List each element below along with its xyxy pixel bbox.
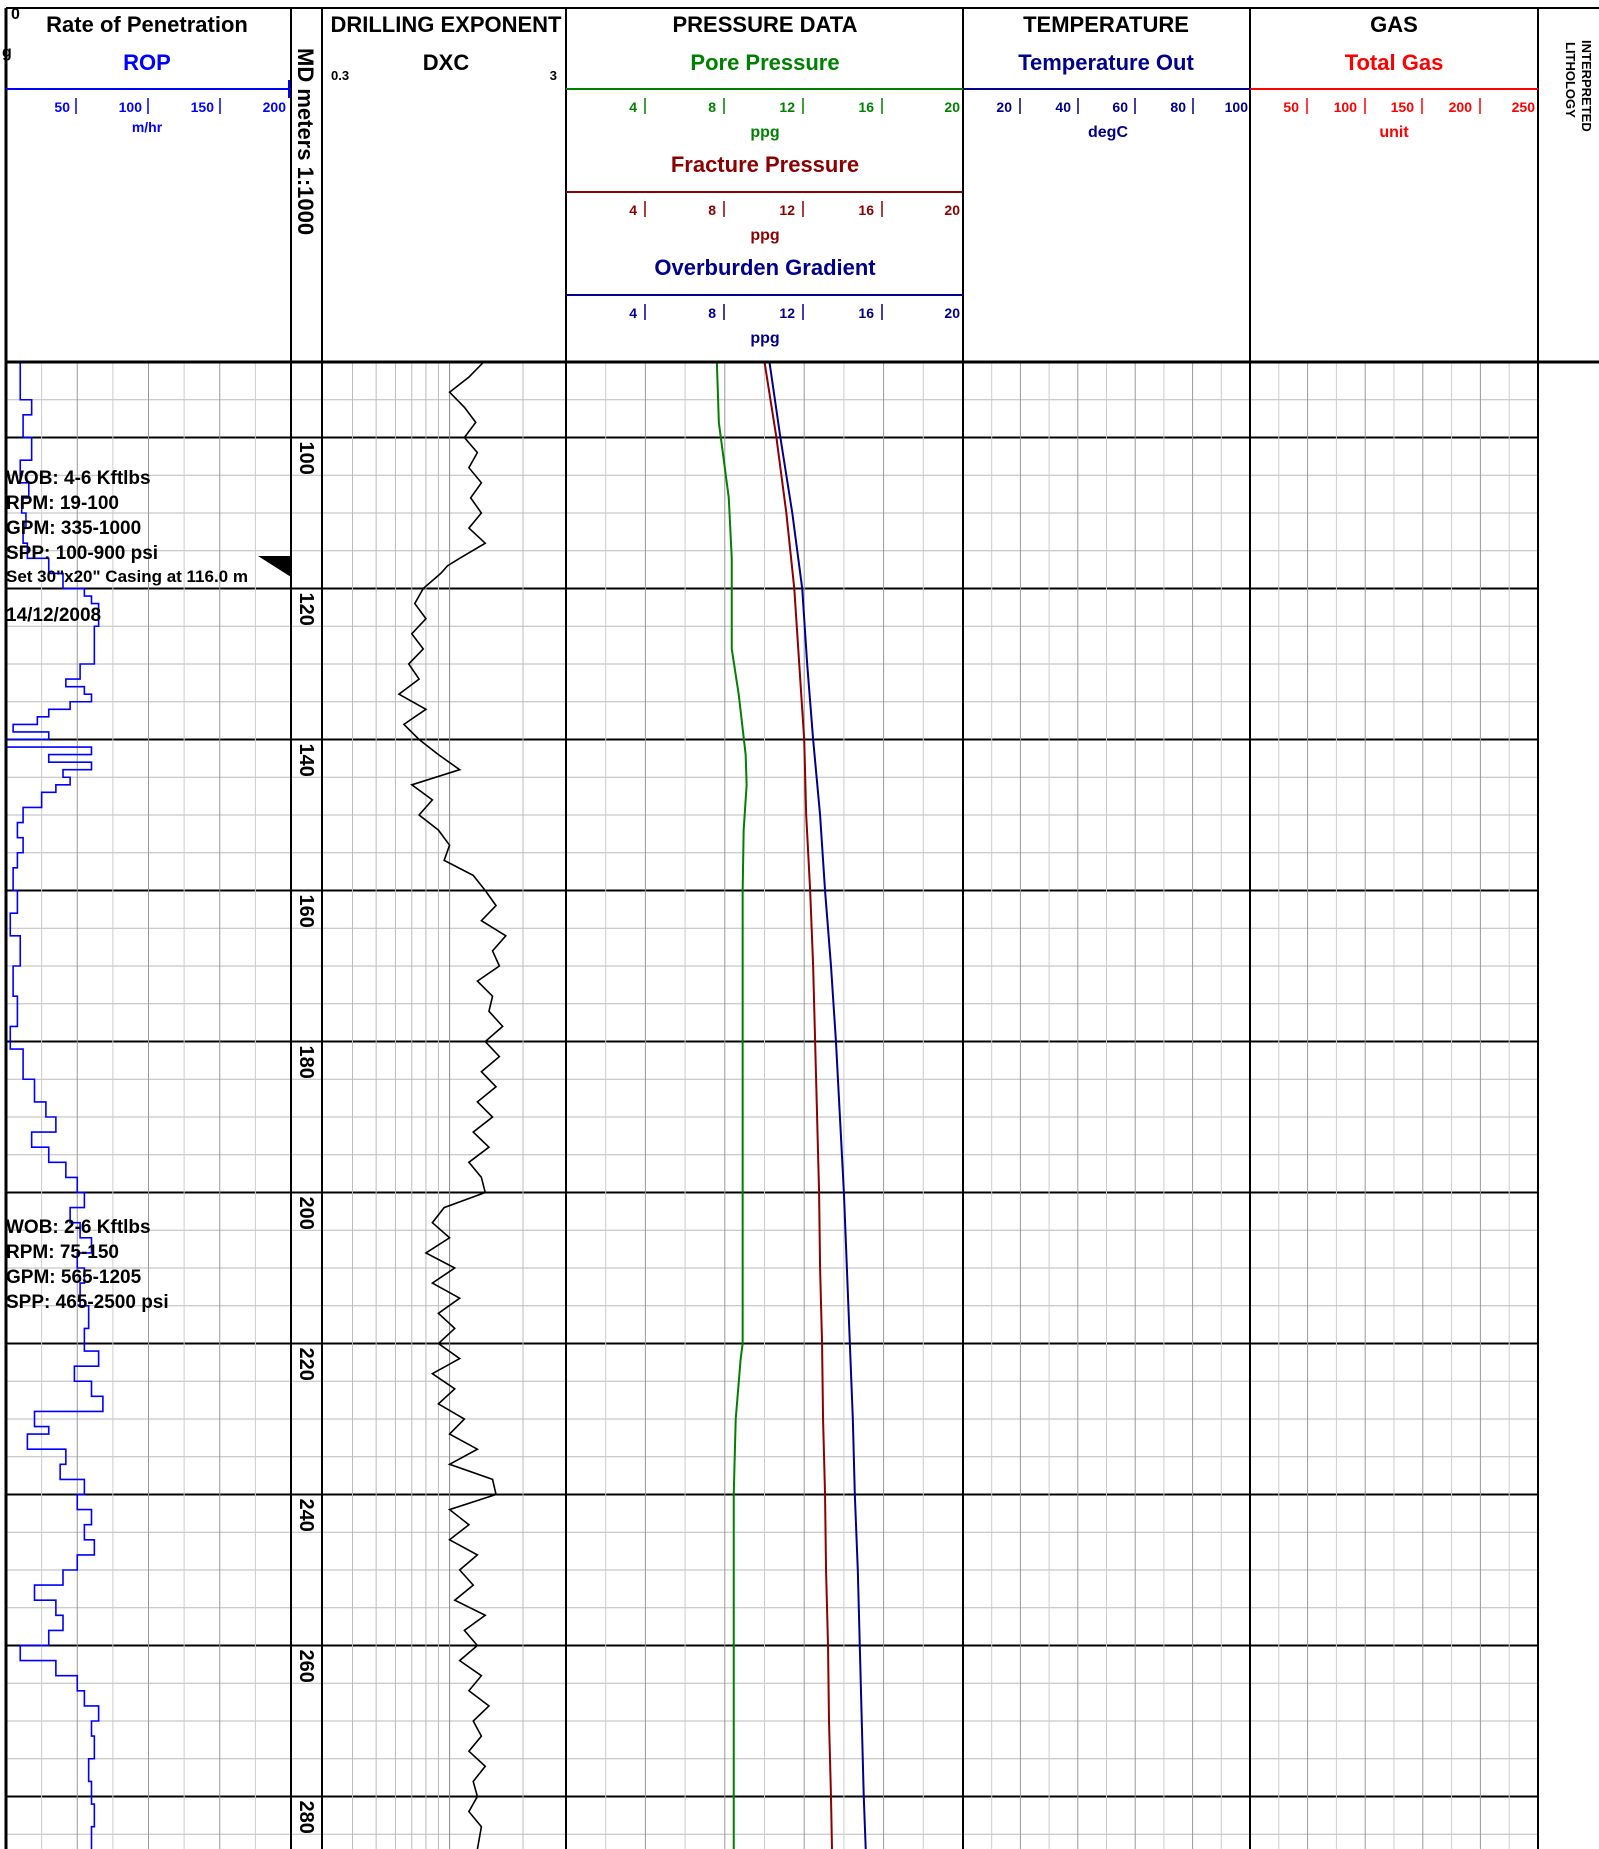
gas-track-title: GAS — [1370, 12, 1418, 37]
lithology-header: INTERPRETED LITHOLOGY — [1563, 40, 1594, 132]
lithology-label-line1: INTERPRETED — [1579, 40, 1594, 132]
rop-curve — [5, 361, 104, 1849]
rop-tick-150: 150 — [191, 99, 215, 115]
temp-tick-20: 20 — [996, 99, 1012, 115]
header-frame — [4, 7, 1599, 1849]
pp-tick-16: 16 — [858, 99, 874, 115]
rop-tick-50: 50 — [54, 99, 70, 115]
gas-curve-name: Total Gas — [1345, 50, 1444, 75]
pore-pressure-name: Pore Pressure — [690, 50, 839, 75]
og-tick-8: 8 — [708, 305, 716, 321]
temp-tick-80: 80 — [1170, 99, 1186, 115]
gas-unit: unit — [1379, 124, 1409, 141]
temp-tick-60: 60 — [1112, 99, 1128, 115]
annotation-rpm-2: RPM: 75-150 — [6, 1242, 119, 1263]
depth-label-120: 120 — [295, 593, 317, 626]
dxc-curve — [397, 361, 508, 1849]
annotation-spp-1: SPP: 100-900 psi — [6, 543, 158, 564]
annotation-spp-2: SPP: 465-2500 psi — [6, 1292, 169, 1313]
temp-tick-40: 40 — [1055, 99, 1071, 115]
pore-pressure-curve — [715, 361, 748, 1849]
pp-unit: ppg — [750, 124, 779, 141]
lithology-label-line2: LITHOLOGY — [1563, 42, 1578, 118]
fp-tick-16: 16 — [858, 202, 874, 218]
temperature-header: TEMPERATURE Temperature Out 20 40 60 80 … — [963, 12, 1250, 141]
fp-tick-20: 20 — [944, 202, 960, 218]
depth-label-280: 280 — [295, 1801, 317, 1834]
gas-tick-50: 50 — [1283, 99, 1299, 115]
fp-tick-12: 12 — [779, 202, 795, 218]
pp-tick-12: 12 — [779, 99, 795, 115]
depth-label-140: 140 — [295, 744, 317, 777]
pressure-header: PRESSURE DATA Pore Pressure 4 8 12 16 20… — [566, 12, 963, 347]
depth-label-220: 220 — [295, 1348, 317, 1381]
pp-tick-4: 4 — [629, 99, 637, 115]
log-curves — [5, 361, 867, 1849]
depth-label-240: 240 — [295, 1499, 317, 1532]
overburden-gradient-curve — [768, 361, 867, 1849]
rop-header: Rate of Penetration ROP 50 100 150 200 m… — [6, 12, 291, 135]
casing-shoe-marker — [258, 556, 291, 577]
depth-label-260: 260 — [295, 1650, 317, 1683]
depth-label-180: 180 — [295, 1046, 317, 1079]
gas-tick-100: 100 — [1334, 99, 1358, 115]
og-tick-20: 20 — [944, 305, 960, 321]
gas-tick-150: 150 — [1391, 99, 1415, 115]
rop-tick-200: 200 — [263, 99, 287, 115]
gas-header: GAS Total Gas 50 100 150 200 250 unit — [1250, 12, 1538, 141]
annotation-wob-2: WOB: 2-6 Kftlbs — [6, 1217, 151, 1238]
depth-labels: 100 120 140 160 180 200 220 240 260 280 — [295, 442, 317, 1834]
fp-unit: ppg — [750, 227, 779, 244]
rop-tick-100: 100 — [119, 99, 143, 115]
og-tick-4: 4 — [629, 305, 637, 321]
temperature-track-title: TEMPERATURE — [1023, 12, 1189, 37]
rop-curve-name: ROP — [123, 50, 171, 75]
depth-track-label: MD meters 1:1000 — [293, 48, 318, 235]
gas-tick-200: 200 — [1449, 99, 1473, 115]
depth-label-100: 100 — [295, 442, 317, 475]
og-unit: ppg — [750, 330, 779, 347]
dxc-min-label: 0.3 — [331, 68, 349, 83]
dxc-max-label: 3 — [550, 68, 557, 83]
depth-label-160: 160 — [295, 895, 317, 928]
pressure-track-title: PRESSURE DATA — [673, 12, 858, 37]
overburden-gradient-name: Overburden Gradient — [654, 255, 876, 280]
fracture-pressure-curve — [763, 361, 833, 1849]
casing-note: Set 30"x20" Casing at 116.0 m — [6, 567, 248, 586]
log-grid — [6, 361, 1538, 1849]
annotation-gpm-2: GPM: 565-1205 — [6, 1267, 142, 1288]
casing-date: 14/12/2008 — [6, 605, 101, 626]
pp-tick-20: 20 — [944, 99, 960, 115]
pp-tick-8: 8 — [708, 99, 716, 115]
depth-label-200: 200 — [295, 1197, 317, 1230]
temp-unit: degC — [1088, 124, 1128, 141]
temp-tick-100: 100 — [1225, 99, 1249, 115]
drilling-annotations: WOB: 4-6 Kftlbs RPM: 19-100 GPM: 335-100… — [6, 468, 291, 1313]
dxc-track-title: DRILLING EXPONENT — [330, 12, 562, 37]
fracture-pressure-name: Fracture Pressure — [671, 152, 859, 177]
fp-tick-4: 4 — [629, 202, 637, 218]
og-tick-12: 12 — [779, 305, 795, 321]
corner-mark-g: g — [2, 44, 12, 61]
annotation-gpm-1: GPM: 335-1000 — [6, 518, 141, 539]
gas-tick-250: 250 — [1512, 99, 1536, 115]
annotation-wob-1: WOB: 4-6 Kftlbs — [6, 468, 151, 489]
dxc-header: DRILLING EXPONENT DXC 0.3 3 — [330, 12, 562, 83]
rop-unit: m/hr — [132, 119, 163, 135]
og-tick-16: 16 — [858, 305, 874, 321]
corner-mark-0: 0 — [11, 6, 20, 23]
rop-track-title: Rate of Penetration — [46, 12, 248, 37]
dxc-curve-name: DXC — [423, 50, 470, 75]
temperature-curve-name: Temperature Out — [1018, 50, 1194, 75]
annotation-rpm-1: RPM: 19-100 — [6, 493, 119, 514]
fp-tick-8: 8 — [708, 202, 716, 218]
